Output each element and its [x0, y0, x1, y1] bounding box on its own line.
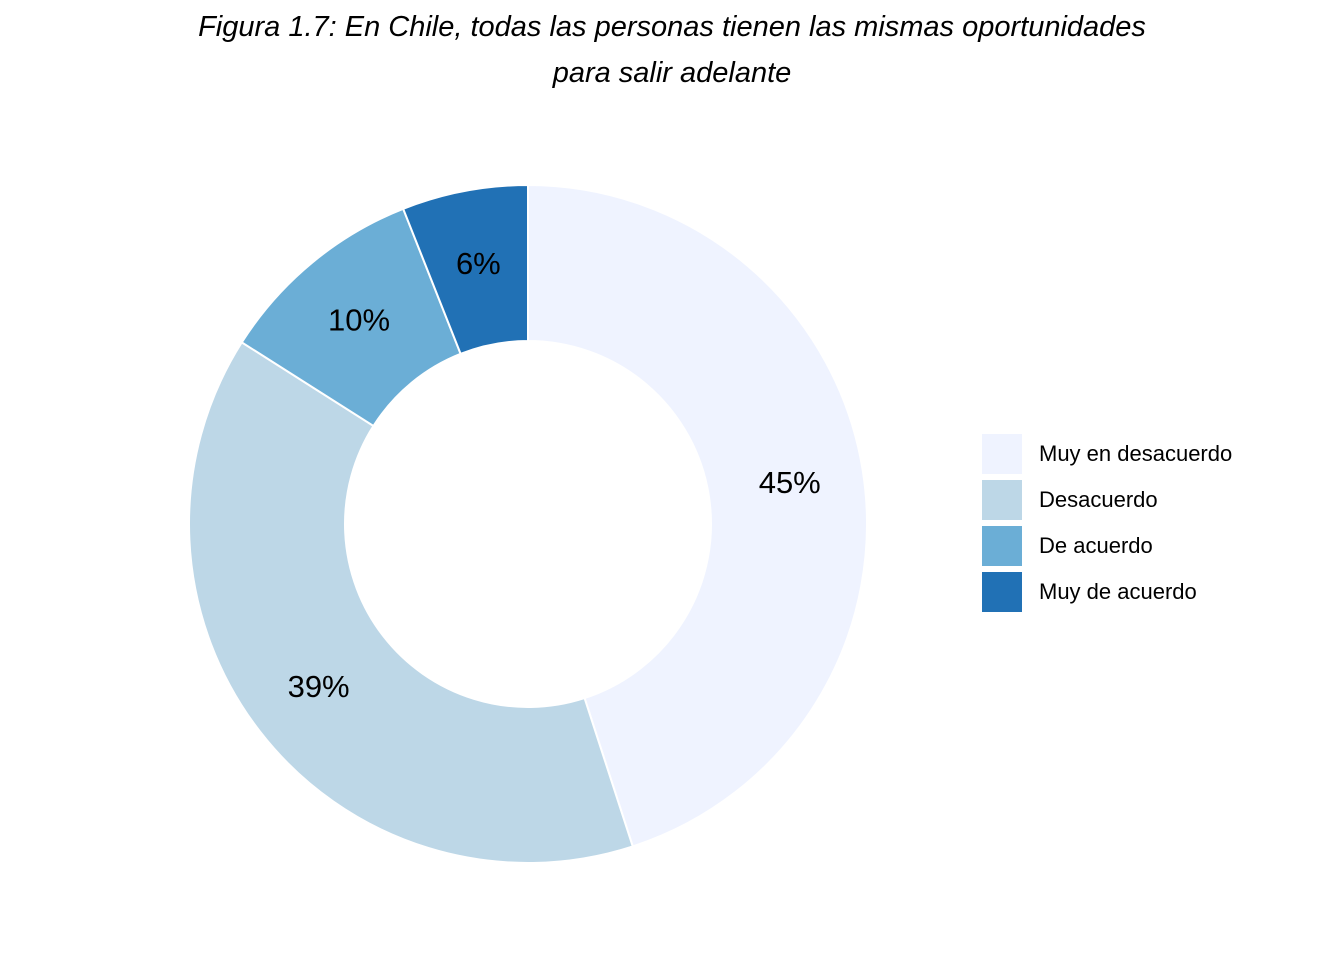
slice-label: 10%: [328, 302, 390, 337]
legend-swatch: [982, 572, 1022, 612]
legend-swatch: [982, 434, 1022, 474]
slice-label: 45%: [759, 465, 821, 500]
legend-item-muy-en-desacuerdo: Muy en desacuerdo: [982, 434, 1232, 474]
legend-swatch: [982, 526, 1022, 566]
legend-label: Muy de acuerdo: [1039, 579, 1197, 604]
legend-item-muy-de-acuerdo: Muy de acuerdo: [982, 572, 1232, 612]
legend: Muy en desacuerdo Desacuerdo De acuerdo …: [982, 434, 1232, 618]
donut-slice-muy-en-desacuerdo: [527, 183, 868, 848]
donut-slice-desacuerdo: [188, 340, 635, 864]
donut-slices: [188, 183, 868, 864]
slice-label: 39%: [288, 669, 350, 704]
donut-slice-labels: 45% 39% 10% 6%: [288, 246, 821, 704]
legend-label: Desacuerdo: [1039, 487, 1158, 512]
slice-label: 6%: [456, 246, 501, 281]
chart-title-line-1: Figura 1.7: En Chile, todas las personas…: [198, 11, 1146, 43]
legend-swatch: [982, 480, 1022, 520]
legend-label: Muy en desacuerdo: [1039, 441, 1233, 466]
chart-title: Figura 1.7: En Chile, todas las personas…: [0, 4, 1344, 96]
legend-item-desacuerdo: Desacuerdo: [982, 480, 1232, 520]
legend-item-de-acuerdo: De acuerdo: [982, 526, 1232, 566]
donut-slice-muy-de-acuerdo: [401, 183, 529, 356]
chart-title-line-2: para salir adelante: [552, 57, 792, 89]
legend-label: De acuerdo: [1039, 533, 1153, 558]
